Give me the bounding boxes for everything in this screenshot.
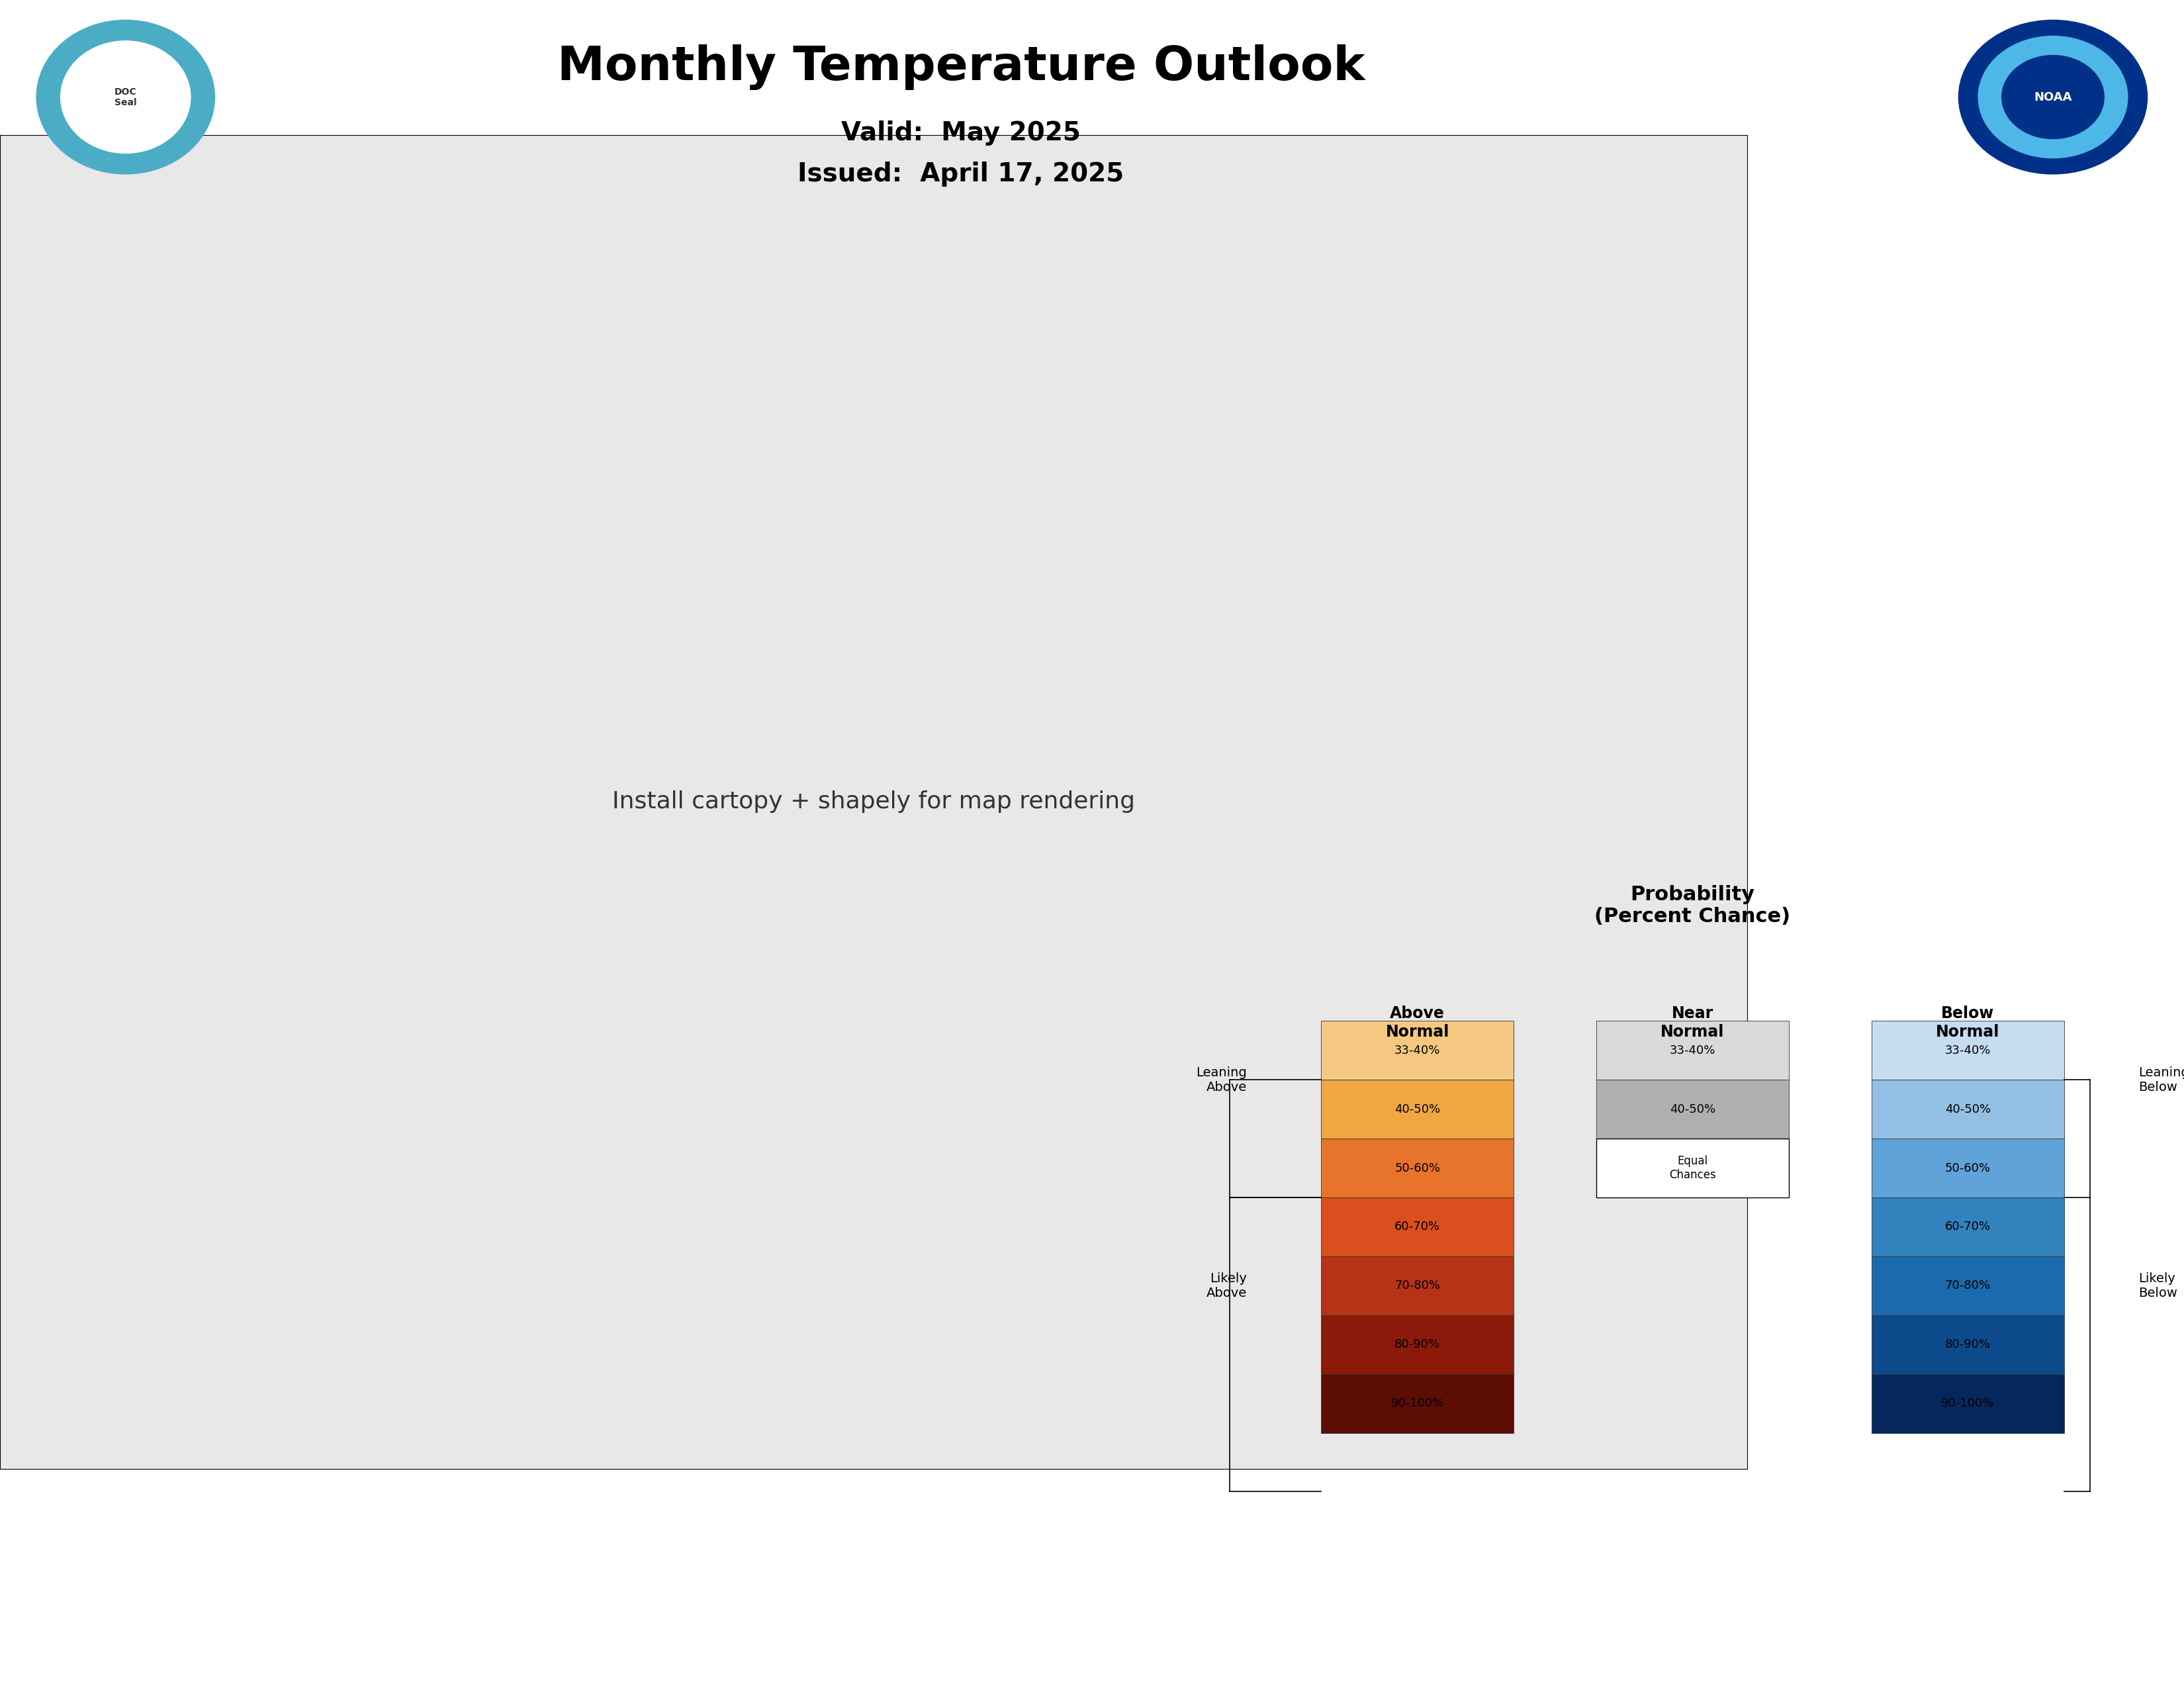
Text: Leaning
Below: Leaning Below: [2138, 1067, 2184, 1094]
Bar: [1872, 1374, 2064, 1433]
Text: 40-50%: 40-50%: [1946, 1104, 1990, 1116]
Text: Probability
(Percent Chance): Probability (Percent Chance): [1594, 885, 1791, 927]
Text: Equal
Chances: Equal Chances: [1669, 1155, 1717, 1182]
Bar: [1872, 1256, 2064, 1315]
Text: Near
Normal: Near Normal: [1660, 1006, 1725, 1040]
Text: 33-40%: 33-40%: [1669, 1045, 1717, 1057]
Text: DOC
Seal: DOC Seal: [114, 88, 138, 106]
Bar: [1872, 1197, 2064, 1256]
Text: 90-100%: 90-100%: [1942, 1398, 1994, 1409]
Text: 50-60%: 50-60%: [1396, 1161, 1439, 1175]
Bar: [1597, 1080, 1789, 1139]
Text: 40-50%: 40-50%: [1671, 1104, 1714, 1116]
Text: 80-90%: 80-90%: [1946, 1339, 1990, 1350]
Bar: [1597, 1021, 1789, 1080]
Bar: [1321, 1021, 1514, 1080]
Text: 70-80%: 70-80%: [1946, 1280, 1990, 1291]
Text: 60-70%: 60-70%: [1946, 1220, 1990, 1232]
Text: Leaning
Above: Leaning Above: [1197, 1067, 1247, 1094]
Text: 33-40%: 33-40%: [1393, 1045, 1441, 1057]
Bar: [1321, 1139, 1514, 1197]
Text: 90-100%: 90-100%: [1391, 1398, 1444, 1409]
Text: 40-50%: 40-50%: [1396, 1104, 1439, 1116]
Circle shape: [2003, 56, 2103, 138]
Bar: [1597, 1139, 1789, 1197]
Text: 80-90%: 80-90%: [1396, 1339, 1439, 1350]
Bar: [1872, 1080, 2064, 1139]
Circle shape: [61, 41, 190, 154]
Text: Above
Normal: Above Normal: [1385, 1006, 1450, 1040]
Bar: [1872, 1315, 2064, 1374]
Bar: [1321, 1315, 1514, 1374]
Text: Install cartopy + shapely for map rendering: Install cartopy + shapely for map render…: [612, 790, 1136, 814]
Bar: [1321, 1256, 1514, 1315]
Circle shape: [37, 20, 214, 174]
Text: Likely
Below: Likely Below: [2138, 1273, 2177, 1300]
Text: 60-70%: 60-70%: [1396, 1220, 1439, 1232]
Bar: [1872, 1021, 2064, 1080]
Text: 33-40%: 33-40%: [1944, 1045, 1992, 1057]
Bar: [1321, 1080, 1514, 1139]
Circle shape: [1959, 20, 2147, 174]
Bar: [1872, 1139, 2064, 1197]
Text: Issued:  April 17, 2025: Issued: April 17, 2025: [797, 162, 1125, 186]
Text: Likely
Above: Likely Above: [1206, 1273, 1247, 1300]
Bar: [1321, 1374, 1514, 1433]
Text: Valid:  May 2025: Valid: May 2025: [841, 122, 1081, 145]
Bar: [1321, 1197, 1514, 1256]
Text: NOAA: NOAA: [2033, 91, 2073, 103]
Text: Below
Normal: Below Normal: [1935, 1006, 2001, 1040]
Text: 50-60%: 50-60%: [1946, 1161, 1990, 1175]
Text: 70-80%: 70-80%: [1396, 1280, 1439, 1291]
Text: Monthly Temperature Outlook: Monthly Temperature Outlook: [557, 44, 1365, 91]
Circle shape: [1979, 35, 2127, 159]
